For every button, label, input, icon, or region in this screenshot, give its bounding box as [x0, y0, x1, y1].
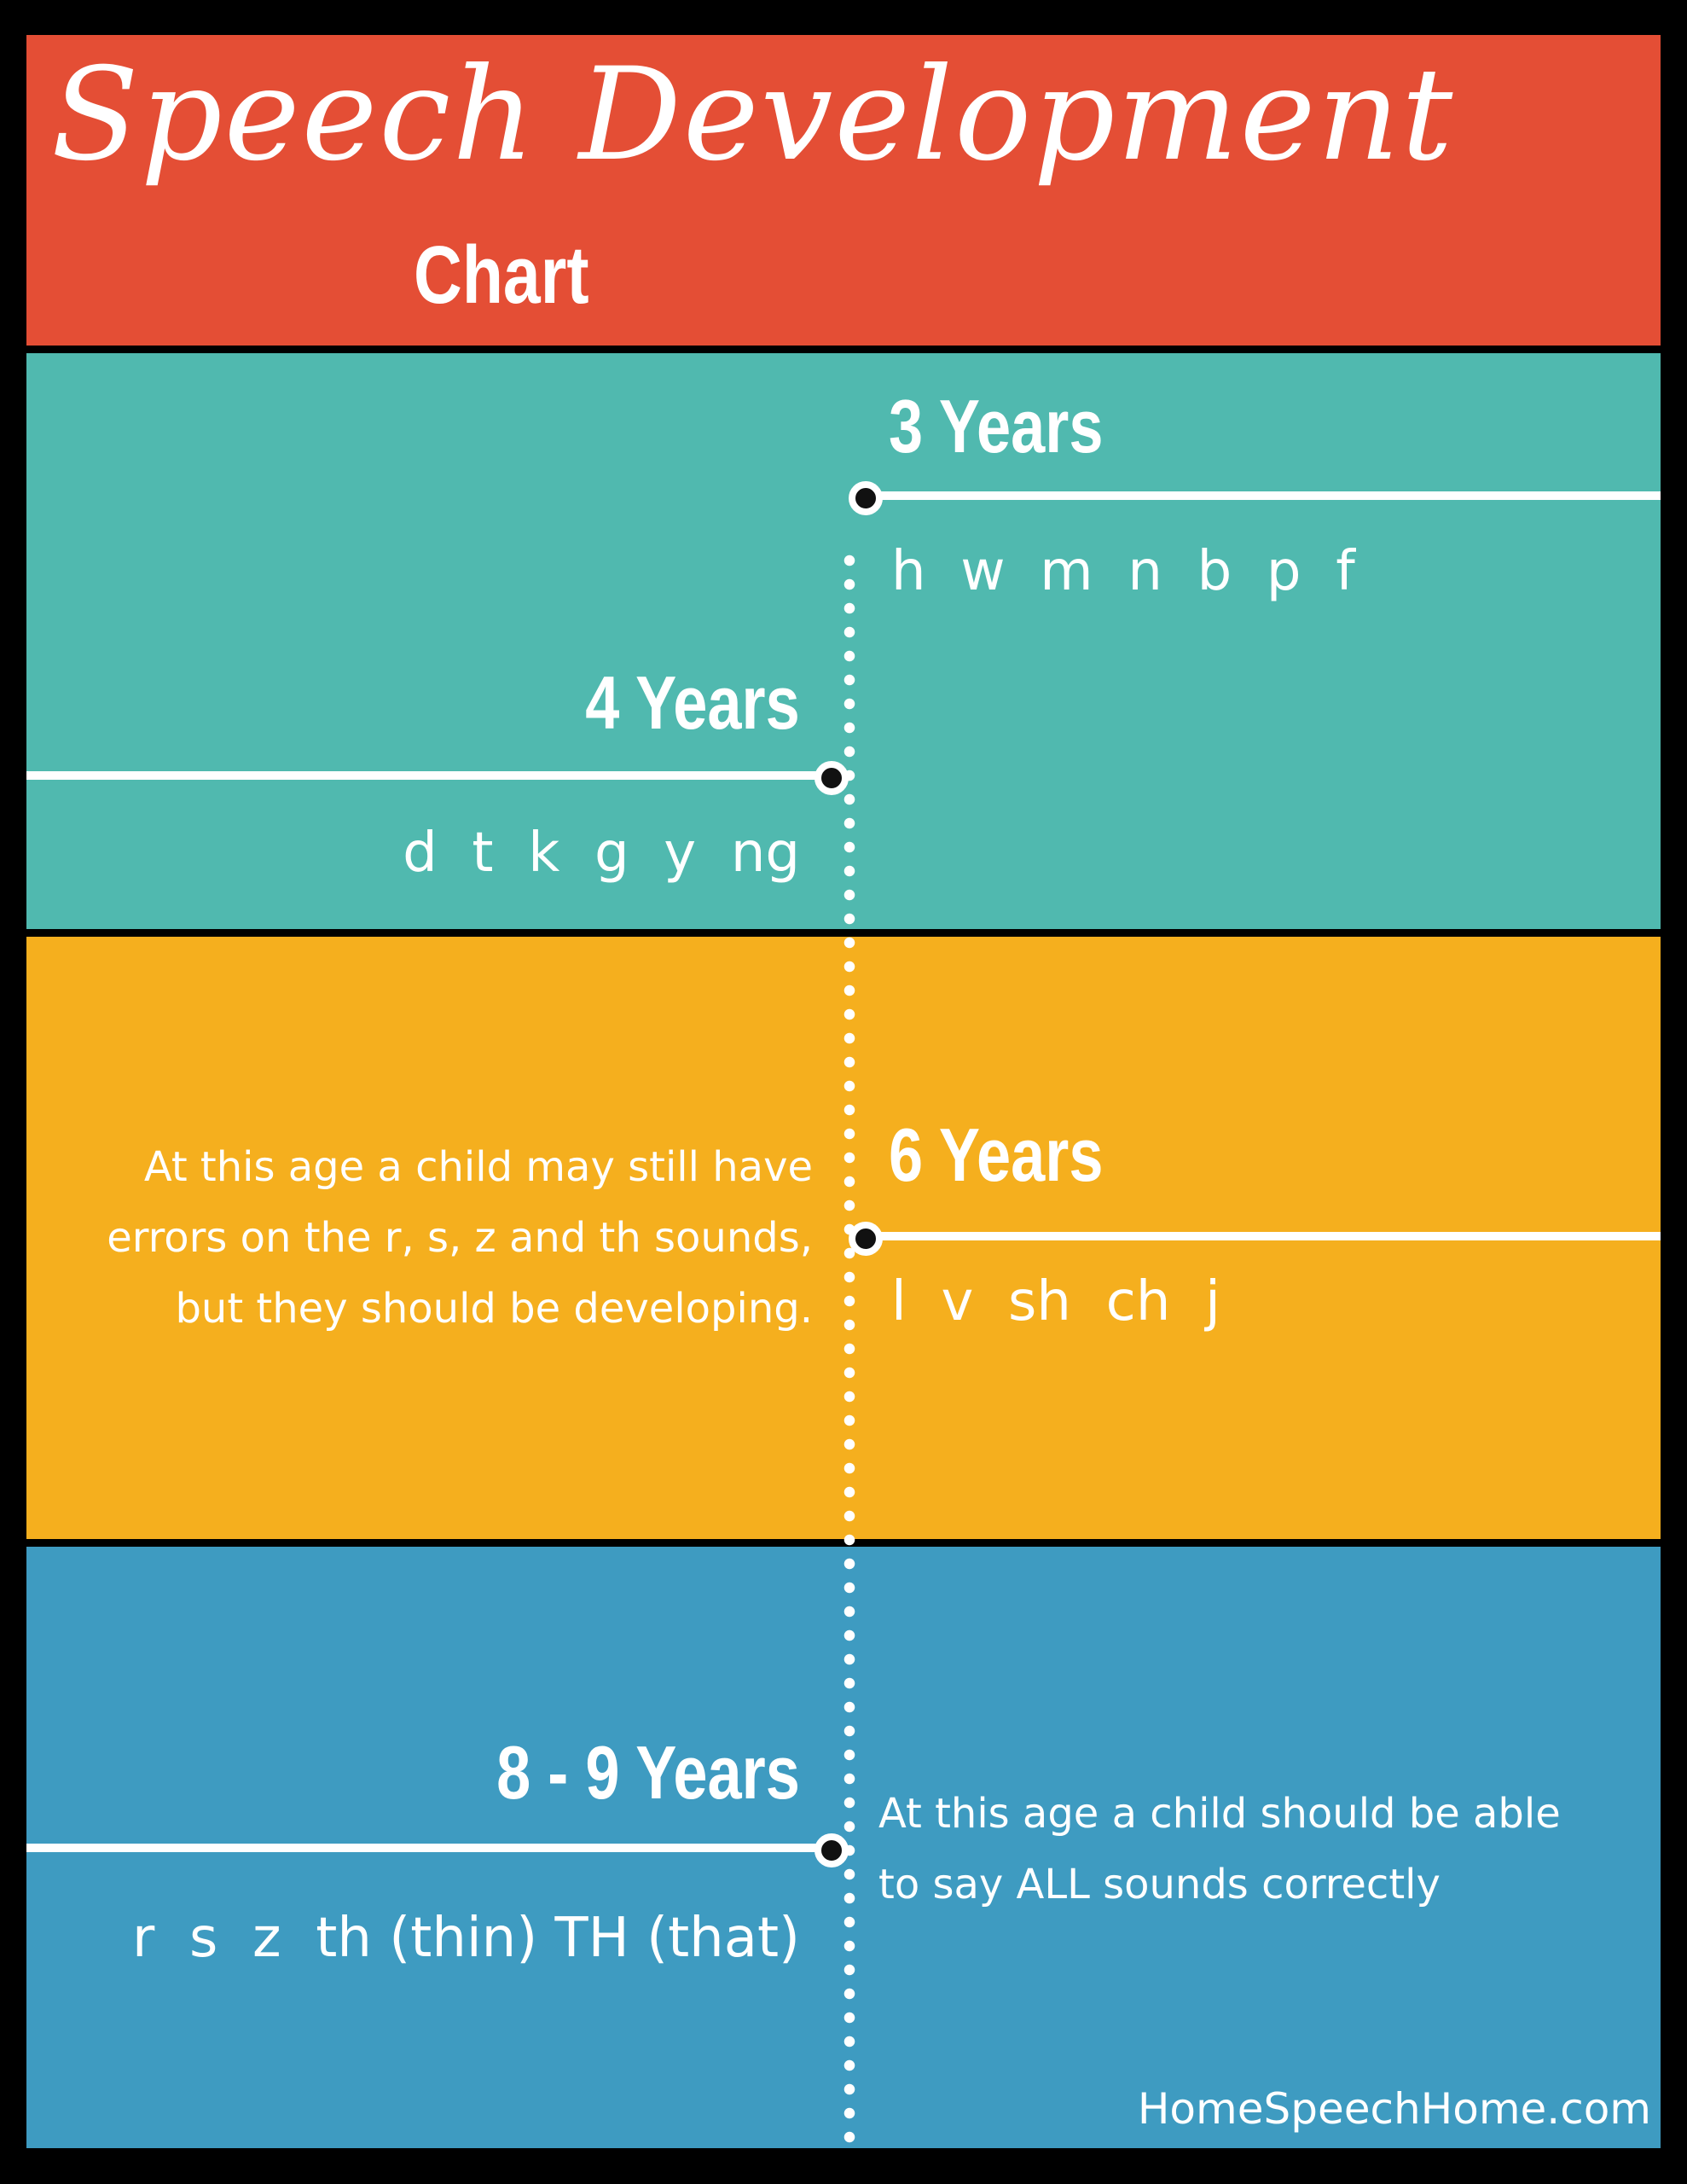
title-chart: Chart	[414, 229, 589, 321]
sounds-8-9-years: r s z th (thin) TH (that)	[131, 1907, 800, 1970]
sounds-3-years: h w m n b p f	[891, 540, 1355, 603]
note-6-years-line-1: At this age a child may still have	[143, 1143, 813, 1191]
timeline-line-8-9-years	[26, 1844, 833, 1852]
timeline-node-8-9-years	[815, 1833, 849, 1867]
timeline-line-6-years	[866, 1232, 1661, 1240]
age-label-4-years: 4 Years	[585, 660, 800, 745]
age-label-3-years: 3 Years	[889, 384, 1104, 468]
note-8-9-years: At this age a child should be able to sa…	[878, 1779, 1561, 1920]
note-6-years-line-3: but they should be developing.	[175, 1285, 813, 1333]
header-band	[26, 35, 1661, 346]
note-6-years: At this age a child may still have error…	[107, 1132, 813, 1345]
timeline-node-6-years	[849, 1222, 883, 1256]
age-label-8-9-years: 8 - 9 Years	[496, 1730, 800, 1815]
note-8-9-years-line-1: At this age a child should be able	[878, 1790, 1561, 1838]
timeline-node-3-years	[849, 481, 883, 515]
timeline-line-4-years	[26, 771, 833, 780]
note-6-years-line-2: errors on the r, s, z and th sounds,	[107, 1214, 813, 1262]
title-script: Speech Development	[51, 41, 1455, 189]
sounds-4-years: d t k g y ng	[403, 822, 800, 885]
timeline-line-3-years	[866, 491, 1661, 500]
timeline-node-4-years	[815, 761, 849, 795]
footer-site-name: HomeSpeechHome.com	[1137, 2084, 1651, 2134]
age-label-6-years: 6 Years	[889, 1112, 1104, 1197]
note-8-9-years-line-2: to say ALL sounds correctly	[878, 1861, 1441, 1908]
timeline-dotted-line	[844, 555, 855, 2143]
sounds-6-years: l v sh ch j	[891, 1270, 1220, 1333]
